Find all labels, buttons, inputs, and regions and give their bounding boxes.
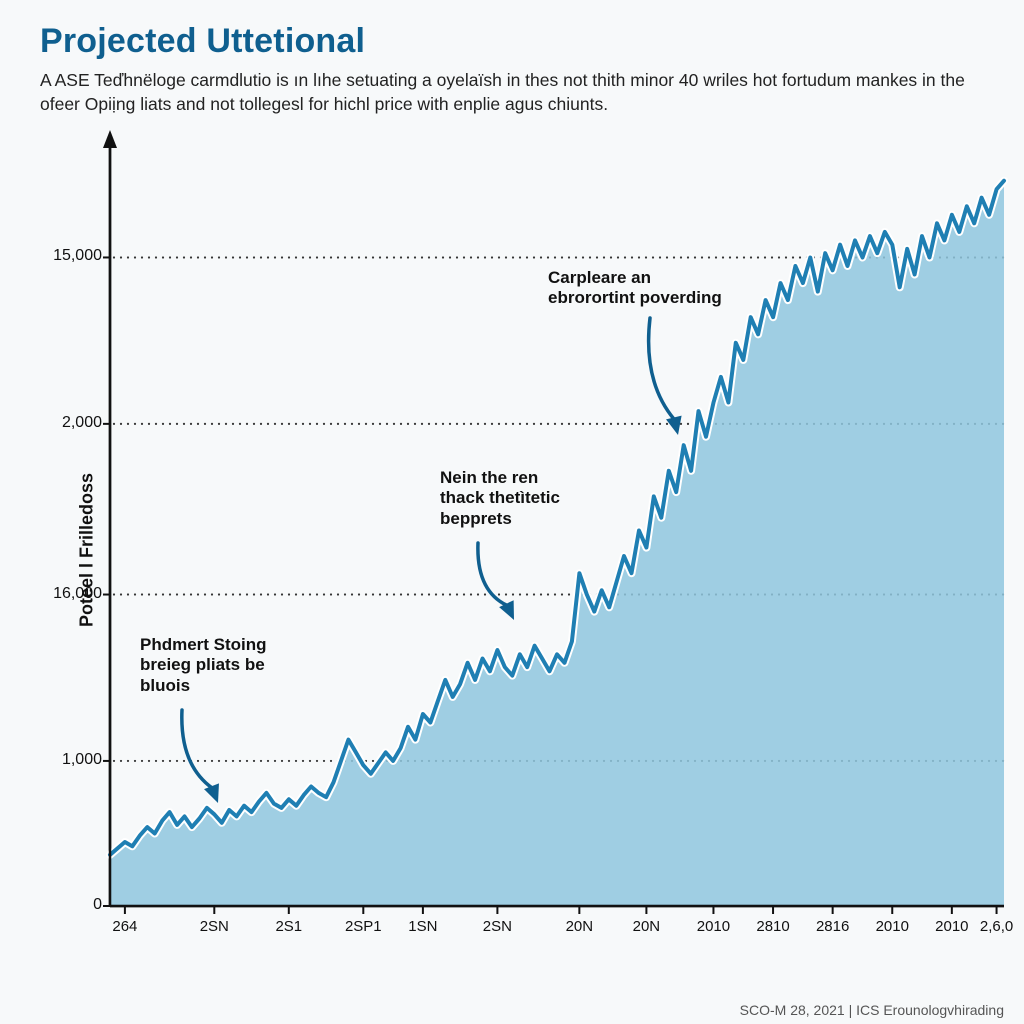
chart-container: Poteel l Frilledoss 0 1,000 16,000 2,000 15,… — [10, 130, 1014, 970]
y-axis-label: Poteel l Frilledoss — [77, 473, 98, 627]
x-tick-label: 2S1 — [275, 918, 302, 935]
chart-annotation: Carpleare anebrorortint poverding — [548, 268, 722, 309]
y-tick-label: 1,000 — [46, 751, 102, 769]
chart-subtitle: A ASE Teďhnëloge carmdlutio is ın lıhe s… — [40, 68, 994, 116]
x-tick-label: 2010 — [935, 918, 968, 935]
x-tick-label: 2010 — [876, 918, 909, 935]
x-tick-label: 20N — [633, 918, 661, 935]
x-tick-label: 2,6,0 — [980, 918, 1013, 935]
y-tick-label: 16,000 — [46, 585, 102, 603]
x-tick-label: 2SP1 — [345, 918, 382, 935]
x-tick-label: 2816 — [816, 918, 849, 935]
area-chart — [10, 130, 1014, 970]
y-tick-label: 2,000 — [46, 414, 102, 432]
y-tick-label: 15,000 — [46, 247, 102, 265]
chart-annotation: Nein the renthack thetìteticbepprets — [440, 468, 560, 529]
x-tick-label: 2810 — [756, 918, 789, 935]
x-tick-label: 2010 — [697, 918, 730, 935]
x-tick-label: 264 — [112, 918, 137, 935]
x-tick-label: 2SN — [483, 918, 512, 935]
x-tick-label: 20N — [566, 918, 594, 935]
x-tick-label: 2SN — [200, 918, 229, 935]
y-tick-label: 0 — [46, 896, 102, 914]
x-tick-label: 1SN — [408, 918, 437, 935]
chart-title: Projected Uttetional — [40, 22, 365, 61]
chart-annotation: Phdmert Stoingbreieg pliats bebluois — [140, 635, 267, 696]
credit-line: SCO-M 28, 2021 | ICS Erounologvhirading — [740, 1002, 1004, 1018]
